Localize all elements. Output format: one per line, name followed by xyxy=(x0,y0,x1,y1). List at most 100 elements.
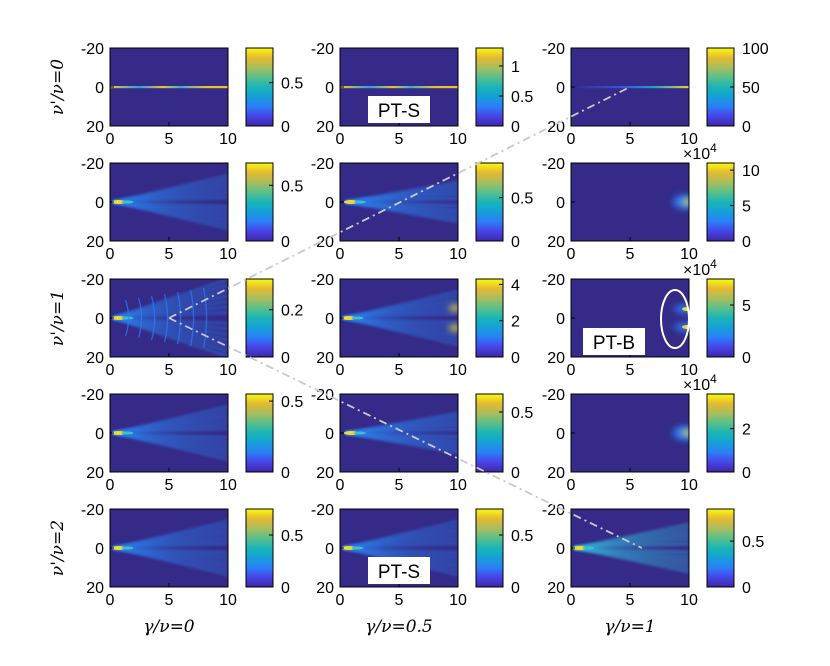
colorbar-tick-label: 0 xyxy=(281,234,290,251)
y-tick-label: -20 xyxy=(81,272,104,289)
edge-glow xyxy=(674,323,689,331)
hotspot xyxy=(121,316,134,320)
fan-ray xyxy=(113,279,228,319)
colorbar xyxy=(245,278,274,358)
hotspot xyxy=(449,305,458,311)
colorbar-tick-label: 0 xyxy=(511,350,520,367)
colorbar xyxy=(475,47,504,127)
wave-front xyxy=(150,295,156,341)
y-tick-label: 20 xyxy=(316,119,334,136)
colorbar-tick-label: 0 xyxy=(281,580,290,597)
fan-ray xyxy=(345,201,458,223)
signal-line xyxy=(110,86,228,89)
y-tick-label: 20 xyxy=(86,465,104,482)
signal-line xyxy=(340,86,458,89)
colorbar-tick-label: 0.5 xyxy=(511,405,533,422)
tag-box xyxy=(368,557,430,584)
signal-line xyxy=(571,86,689,89)
edge-glow xyxy=(673,195,689,209)
x-tick-label: 5 xyxy=(626,592,635,609)
y-tick-label: -20 xyxy=(311,156,334,173)
colorbar-tick-label: 4 xyxy=(511,277,520,294)
y-tick-label: 0 xyxy=(325,195,334,212)
y-tick-label: -20 xyxy=(311,272,334,289)
x-tick-label: 10 xyxy=(680,246,698,263)
x-tick-label: 10 xyxy=(449,592,467,609)
hotspot xyxy=(351,546,364,550)
colorbar-tick-label: 0.2 xyxy=(281,303,303,320)
x-tick-label: 0 xyxy=(106,362,115,379)
edge-glow xyxy=(673,426,689,440)
hotspot xyxy=(353,200,366,204)
y-tick-label: 0 xyxy=(95,195,104,212)
fan-ray xyxy=(113,317,228,352)
heatmap-pattern xyxy=(673,426,689,440)
x-tick-label: 0 xyxy=(567,592,576,609)
colorbar-tick-label: 50 xyxy=(742,80,760,97)
y-tick-label: 0 xyxy=(95,80,104,97)
colorbar-exponent: ×104 xyxy=(683,372,717,394)
hotspot xyxy=(582,546,595,550)
colorbar-tick-label: 0.5 xyxy=(742,534,764,551)
hotspot xyxy=(343,431,358,435)
edge-glow xyxy=(682,430,689,436)
tag-box xyxy=(368,96,430,123)
hotspot xyxy=(353,431,366,435)
colorbar xyxy=(475,508,504,588)
x-tick-label: 10 xyxy=(219,131,237,148)
annotation-line xyxy=(168,317,643,549)
edge-glow xyxy=(682,199,689,205)
heatmap-pattern xyxy=(111,174,228,230)
x-tick-label: 0 xyxy=(567,477,576,494)
y-tick-label: 20 xyxy=(316,465,334,482)
x-tick-label: 0 xyxy=(567,362,576,379)
y-tick-label: 0 xyxy=(325,426,334,443)
colorbar-tick-label: 0 xyxy=(742,580,751,597)
y-tick-label: 0 xyxy=(325,80,334,97)
heatmap-background xyxy=(571,394,689,472)
colorbar-tick-label: 0 xyxy=(742,465,751,482)
annotation-line xyxy=(168,86,631,319)
x-tick-label: 0 xyxy=(336,131,345,148)
column-label: γ/ν=0 xyxy=(143,617,194,637)
hotspot xyxy=(341,316,356,320)
colorbar-exponent: ×104 xyxy=(683,257,717,279)
heatmap-pattern xyxy=(111,405,228,461)
x-tick-label: 10 xyxy=(219,362,237,379)
colorbar-tick-label: 0.5 xyxy=(281,528,303,545)
hotspot xyxy=(351,316,364,320)
x-tick-label: 5 xyxy=(395,477,404,494)
heatmap-pattern xyxy=(571,86,689,89)
hotspot xyxy=(121,546,134,550)
hotspot xyxy=(111,316,126,320)
heatmap-pattern xyxy=(340,86,458,89)
colorbar-tick-label: 2 xyxy=(511,314,520,331)
heatmap-pattern xyxy=(343,181,458,223)
heatmap-pattern xyxy=(343,412,458,454)
x-tick-label: 10 xyxy=(680,131,698,148)
fan-ray xyxy=(113,174,228,203)
heatmap-pattern xyxy=(111,520,228,576)
x-tick-label: 0 xyxy=(106,592,115,609)
y-tick-label: -20 xyxy=(81,387,104,404)
wave-front xyxy=(176,291,182,345)
y-tick-label: 20 xyxy=(316,350,334,367)
x-tick-label: 10 xyxy=(449,362,467,379)
x-tick-label: 10 xyxy=(219,477,237,494)
colorbar-tick-label: 0 xyxy=(511,234,520,251)
fan-ray xyxy=(113,317,228,341)
x-tick-label: 0 xyxy=(106,477,115,494)
fan-ray xyxy=(343,520,458,549)
hotspot xyxy=(341,546,356,550)
fan-ray xyxy=(113,317,228,357)
colorbar xyxy=(475,162,504,242)
colorbar-tick-label: 2 xyxy=(742,422,751,439)
heatmap-pattern xyxy=(110,86,228,89)
colorbar-tick-label: 0 xyxy=(511,580,520,597)
colorbar-tick-label: 0 xyxy=(511,119,520,136)
wave-front xyxy=(163,293,169,343)
